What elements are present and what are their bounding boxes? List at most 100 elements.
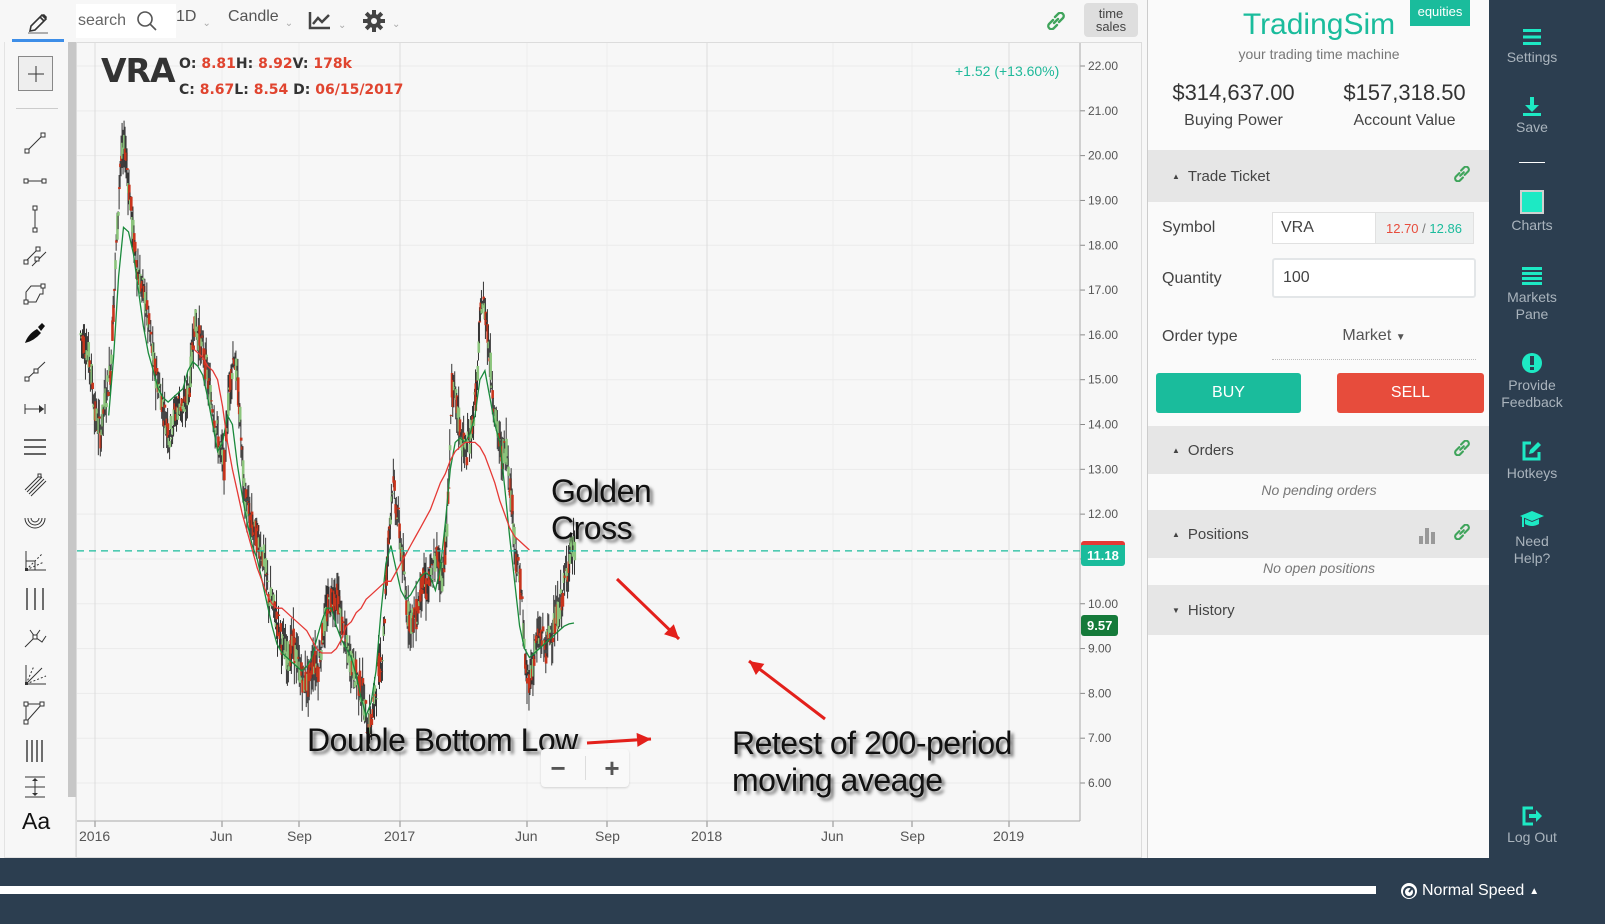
vertical-segment-tool[interactable]: [20, 204, 50, 234]
link-icon[interactable]: [1454, 165, 1470, 186]
speedometer-icon: [1401, 883, 1417, 899]
time-and-sales-button[interactable]: time sales: [1084, 3, 1138, 37]
chevron-down-icon: ⌄: [338, 20, 347, 31]
collapse-icon: ▲: [1172, 529, 1180, 539]
measure-arrow-tool[interactable]: [20, 394, 50, 424]
candlestick-plot[interactable]: 22.00 21.00 20.00 19.00 18.00 17.00 16.00 15.00…: [77, 43, 1143, 859]
time-sales-label-2: sales: [1095, 19, 1127, 34]
polyline-icon: [23, 283, 46, 305]
gann-box-tool[interactable]: [20, 546, 50, 576]
nav-save[interactable]: Save: [1489, 96, 1575, 136]
horizontal-lines-tool[interactable]: [20, 432, 50, 462]
nav-need-help[interactable]: Need Help?: [1489, 510, 1575, 567]
zoom-out-button[interactable]: −: [550, 752, 566, 783]
interval-dropdown[interactable]: 1D ⌄: [176, 8, 211, 29]
playback-progress-bar[interactable]: [0, 886, 1376, 894]
quantity-input[interactable]: 100: [1272, 258, 1476, 298]
brand-tagline: your trading time machine: [1238, 46, 1400, 62]
nav-label: Settings: [1506, 49, 1558, 65]
bar-chart-icon[interactable]: [1418, 526, 1438, 548]
nav-charts[interactable]: Charts: [1489, 190, 1575, 234]
triangle-tool[interactable]: [20, 698, 50, 728]
quote-separator: /: [1418, 221, 1430, 236]
svg-text:Sep: Sep: [900, 828, 925, 844]
chevron-down-icon: ⌄: [392, 19, 401, 30]
search-icon[interactable]: [136, 10, 158, 32]
multi-vertical-lines-tool[interactable]: [20, 736, 50, 766]
svg-text:Jun: Jun: [821, 828, 844, 844]
nav-settings[interactable]: Settings: [1489, 28, 1575, 66]
svg-text:17.00: 17.00: [1088, 283, 1118, 297]
svg-text:10.00: 10.00: [1088, 597, 1118, 611]
symbol-search-input[interactable]: search: [76, 4, 176, 38]
chart-type-dropdown[interactable]: Candle ⌄: [228, 8, 293, 29]
collapse-icon: ▲: [1172, 445, 1180, 455]
buy-button[interactable]: BUY: [1156, 373, 1301, 413]
symbol-input[interactable]: VRA: [1272, 212, 1376, 244]
drawing-tools-scrollbar[interactable]: [68, 42, 76, 797]
speed-selector[interactable]: Normal Speed ▲: [1400, 882, 1539, 900]
tools-divider: [16, 108, 58, 109]
nav-label: Help?: [1513, 550, 1551, 566]
chevron-down-icon: ⌄: [284, 18, 294, 29]
price-range-tool[interactable]: [20, 772, 50, 802]
nav-label: Charts: [1511, 217, 1553, 233]
svg-text:2019: 2019: [993, 828, 1024, 844]
history-header[interactable]: ▼ History: [1148, 585, 1490, 635]
nav-hotkeys[interactable]: Hotkeys: [1489, 440, 1575, 482]
zoom-in-button[interactable]: +: [604, 752, 620, 783]
chart-type-value: Candle: [228, 8, 279, 25]
svg-text:2016: 2016: [79, 828, 110, 844]
vertical-lines-tool[interactable]: [20, 584, 50, 614]
buying-power: $314,637.00 Buying Power: [1148, 80, 1319, 130]
settings-dropdown[interactable]: ⌄: [362, 9, 400, 33]
ray-tool[interactable]: [20, 356, 50, 386]
positions-empty-text: No open positions: [1262, 560, 1376, 576]
order-type-label: Order type: [1162, 328, 1238, 345]
trend-line-tool[interactable]: [20, 128, 50, 158]
time-sales-label-1: time: [1098, 6, 1124, 21]
sell-button[interactable]: SELL: [1337, 373, 1484, 413]
pitchfork-channel-icon: [24, 473, 47, 497]
indicators-dropdown[interactable]: ⌄: [308, 10, 346, 31]
pitchfork-channel-tool[interactable]: [20, 470, 50, 500]
link-chart-button[interactable]: [1047, 11, 1065, 35]
close-value: 8.67: [199, 82, 235, 98]
polyline-tool[interactable]: [20, 280, 50, 310]
trade-ticket-header[interactable]: ▲ Trade Ticket: [1148, 150, 1490, 202]
annotation-text: Golden: [551, 473, 652, 509]
drawing-mode-button[interactable]: [12, 6, 64, 42]
nav-label: Hotkeys: [1506, 465, 1558, 481]
link-icon[interactable]: [1454, 523, 1470, 544]
nav-markets-pane[interactable]: Markets Pane: [1489, 266, 1575, 323]
text-tool[interactable]: Aa: [22, 808, 51, 834]
nav-provide-feedback[interactable]: Provide Feedback: [1489, 352, 1575, 411]
app-nav: Settings Save Charts Markets Pane Provid…: [1489, 0, 1605, 858]
volume-label: V:: [292, 56, 309, 72]
svg-text:6.00: 6.00: [1088, 776, 1112, 790]
parallel-channel-tool[interactable]: [20, 242, 50, 272]
svg-text:13.00: 13.00: [1088, 462, 1118, 476]
bid-ask-quote: 12.70 / 12.86: [1376, 212, 1474, 244]
andrews-pitchfork-tool[interactable]: [20, 622, 50, 652]
volume-value: 178k: [313, 56, 352, 72]
price-chart[interactable]: 22.00 21.00 20.00 19.00 18.00 17.00 16.00 15.00…: [76, 42, 1142, 858]
fib-fan-tool[interactable]: [20, 660, 50, 690]
orders-header[interactable]: ▲ Orders: [1148, 426, 1490, 474]
svg-text:15.00: 15.00: [1088, 373, 1118, 387]
crosshair-tool[interactable]: [18, 56, 53, 91]
positions-header[interactable]: ▲ Positions: [1148, 510, 1490, 558]
link-icon[interactable]: [1454, 439, 1470, 460]
speed-label: Normal Speed: [1422, 882, 1525, 899]
horizontal-segment-tool[interactable]: [20, 166, 50, 196]
market-badge[interactable]: equities: [1410, 0, 1470, 26]
nav-log-out[interactable]: Log Out: [1489, 806, 1575, 846]
ask-price: 12.86: [1429, 221, 1462, 236]
order-type-select[interactable]: Market ▼: [1272, 320, 1476, 360]
fib-circles-tool[interactable]: [20, 508, 50, 538]
annotation-text: moving aveage: [732, 762, 943, 798]
brush-tool[interactable]: [20, 318, 50, 348]
collapse-icon: ▲: [1172, 171, 1180, 181]
ray-icon: [24, 361, 46, 382]
menu-icon: [1523, 29, 1541, 45]
